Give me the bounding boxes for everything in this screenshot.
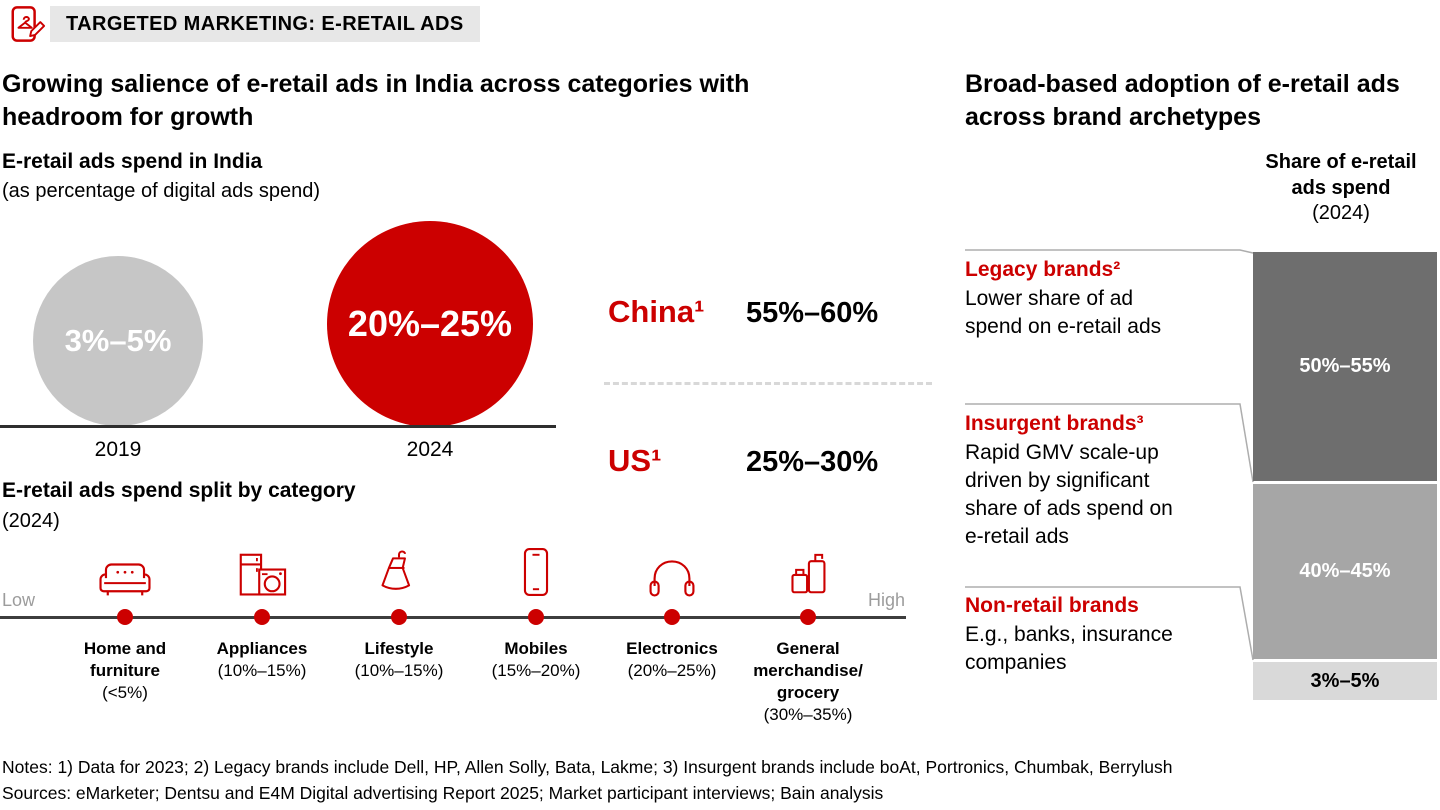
footnotes: Notes: 1) Data for 2023; 2) Legacy brand… bbox=[2, 754, 1362, 807]
archetype-legacy-desc: Lower share of ad spend on e-retail ads bbox=[965, 287, 1162, 338]
spectrum-dot bbox=[391, 609, 407, 625]
archetype-nonretail: Non-retail brands E.g., banks, insurance… bbox=[965, 594, 1235, 677]
spectrum-dot bbox=[117, 609, 133, 625]
bubble-2019: 3%–5% bbox=[33, 256, 203, 426]
archetype-insurgent-desc: Rapid GMV scale-up driven by significant… bbox=[965, 441, 1173, 548]
mobile-icon bbox=[521, 536, 551, 600]
archetype-legacy-title: Legacy brands² bbox=[965, 258, 1121, 281]
bar-title: Share of e-retail ads spend bbox=[1265, 151, 1417, 199]
category-label: Appliances (10%–15%) bbox=[216, 639, 308, 681]
bubble-2024-value: 20%–25% bbox=[347, 303, 513, 344]
archetype-insurgent: Insurgent brands³ Rapid GMV scale-up dri… bbox=[965, 412, 1235, 551]
benchmark-china-value: 55%–60% bbox=[746, 297, 879, 329]
year-label-2024: 2024 bbox=[406, 438, 454, 461]
bubble-2024: 20%–25% bbox=[327, 221, 533, 427]
spectrum-dot bbox=[528, 609, 544, 625]
notes-line: Notes: 1) Data for 2023; 2) Legacy brand… bbox=[2, 757, 1173, 777]
right-heading: Broad-based adoption of e-retail ads acr… bbox=[965, 70, 1400, 131]
category-label: Lifestyle (10%–15%) bbox=[354, 639, 444, 681]
spend-chart-subtitle: (as percentage of digital ads spend) bbox=[2, 180, 320, 202]
category-label: Mobiles (15%–20%) bbox=[491, 639, 581, 681]
slide-tag-label: TARGETED MARKETING: E-RETAIL ADS bbox=[66, 12, 464, 35]
appliances-icon bbox=[234, 536, 290, 600]
category-general-merchandise: General merchandise/ grocery (30%–35%) bbox=[732, 536, 884, 726]
spectrum-dot bbox=[664, 609, 680, 625]
archetype-nonretail-desc: E.g., banks, insurance companies bbox=[965, 623, 1173, 674]
bubble-2019-value: 3%–5% bbox=[64, 323, 172, 358]
year-label-2019: 2019 bbox=[94, 438, 142, 461]
archetype-nonretail-title: Non-retail brands bbox=[965, 594, 1139, 617]
category-lifestyle: Lifestyle (10%–15%) bbox=[323, 536, 475, 682]
bar-segment-nonretail: 3%–5% bbox=[1253, 662, 1437, 700]
category-electronics: Electronics (20%–25%) bbox=[596, 536, 748, 682]
benchmark-us-value: 25%–30% bbox=[746, 446, 879, 478]
bar-segment-legacy: 50%–55% bbox=[1253, 252, 1437, 481]
headphones-icon bbox=[647, 536, 697, 600]
category-appliances: Appliances (10%–15%) bbox=[186, 536, 338, 682]
dress-icon bbox=[377, 536, 421, 600]
spend-chart-title: E-retail ads spend in India bbox=[2, 150, 263, 173]
axis-high-label: High bbox=[867, 590, 905, 610]
bar-segment-insurgent: 40%–45% bbox=[1253, 484, 1437, 659]
benchmark-us-label: US¹ bbox=[608, 443, 662, 478]
stacked-bar: 50%–55% 40%–45% 3%–5% bbox=[1253, 252, 1437, 700]
category-label: General merchandise/ grocery (30%–35%) bbox=[753, 639, 863, 725]
spectrum-dot bbox=[254, 609, 270, 625]
archetype-insurgent-title: Insurgent brands³ bbox=[965, 412, 1144, 435]
benchmark-china-label: China¹ bbox=[608, 294, 705, 329]
category-label: Home and furniture (<5%) bbox=[83, 639, 167, 703]
left-heading: Growing salience of e-retail ads in Indi… bbox=[2, 70, 750, 131]
bar-segment-insurgent-value: 40%–45% bbox=[1299, 560, 1391, 582]
sources-line: Sources: eMarketer; Dentsu and E4M Digit… bbox=[2, 783, 884, 804]
slide-tag: TARGETED MARKETING: E-RETAIL ADS bbox=[50, 6, 480, 42]
bar-header: Share of e-retail ads spend (2024) bbox=[1248, 150, 1434, 227]
bar-segment-nonretail-value: 3%–5% bbox=[1310, 669, 1380, 692]
split-chart-title: E-retail ads spend split by category bbox=[2, 479, 356, 502]
spectrum-axis bbox=[0, 616, 906, 619]
axis-low-label: Low bbox=[2, 590, 36, 610]
category-label: Electronics (20%–25%) bbox=[626, 639, 718, 681]
category-home-furniture: Home and furniture (<5%) bbox=[49, 536, 201, 704]
benchmark-divider bbox=[604, 382, 932, 385]
sofa-icon bbox=[96, 536, 154, 600]
bubble-baseline bbox=[0, 425, 556, 428]
bar-segment-legacy-value: 50%–55% bbox=[1299, 355, 1391, 377]
category-mobiles: Mobiles (15%–20%) bbox=[460, 536, 612, 682]
archetype-legacy: Legacy brands² Lower share of ad spend o… bbox=[965, 258, 1235, 341]
bar-subtitle: (2024) bbox=[1312, 202, 1370, 225]
split-chart-subtitle: (2024) bbox=[2, 510, 60, 532]
spectrum-dot bbox=[800, 609, 816, 625]
phone-hanger-icon bbox=[8, 5, 46, 43]
toiletries-icon bbox=[787, 536, 829, 600]
